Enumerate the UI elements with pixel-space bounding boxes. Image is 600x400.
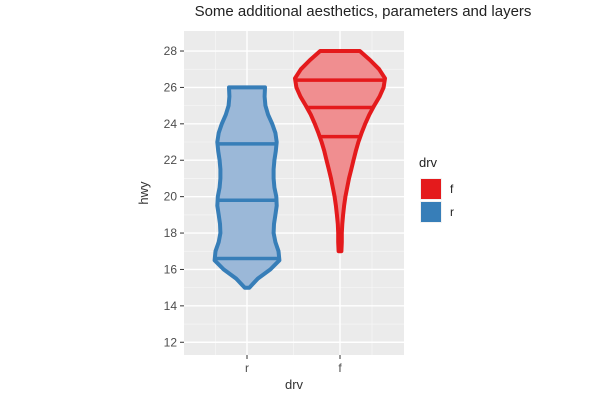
x-tick-label: r [245, 361, 249, 375]
y-tick-label: 12 [164, 335, 178, 349]
y-tick-label: 18 [164, 226, 178, 240]
y-tick-label: 14 [164, 299, 178, 313]
legend-label-f: f [450, 182, 454, 196]
violins [212, 49, 387, 290]
y-tick-label: 20 [164, 190, 178, 204]
legend-swatch-r [421, 202, 441, 222]
violin-r [212, 85, 282, 290]
legend-label-r: r [450, 205, 454, 219]
y-tick-label: 24 [164, 117, 178, 131]
y-axis: 12 14 16 18 20 22 24 26 28 [164, 44, 184, 349]
legend-swatch-f [421, 179, 441, 199]
y-tick-label: 28 [164, 44, 178, 58]
y-tick-label: 22 [164, 153, 178, 167]
y-axis-title: hwy [136, 181, 151, 205]
legend: drv fr [419, 155, 454, 223]
legend-title: drv [419, 155, 438, 170]
x-axis-title: drv [285, 377, 304, 392]
y-tick-label: 16 [164, 262, 178, 276]
y-tick-label: 26 [164, 80, 178, 94]
chart-title: Some additional aesthetics, parameters a… [195, 3, 532, 20]
x-tick-label: f [338, 361, 342, 375]
violin-f [293, 49, 387, 254]
